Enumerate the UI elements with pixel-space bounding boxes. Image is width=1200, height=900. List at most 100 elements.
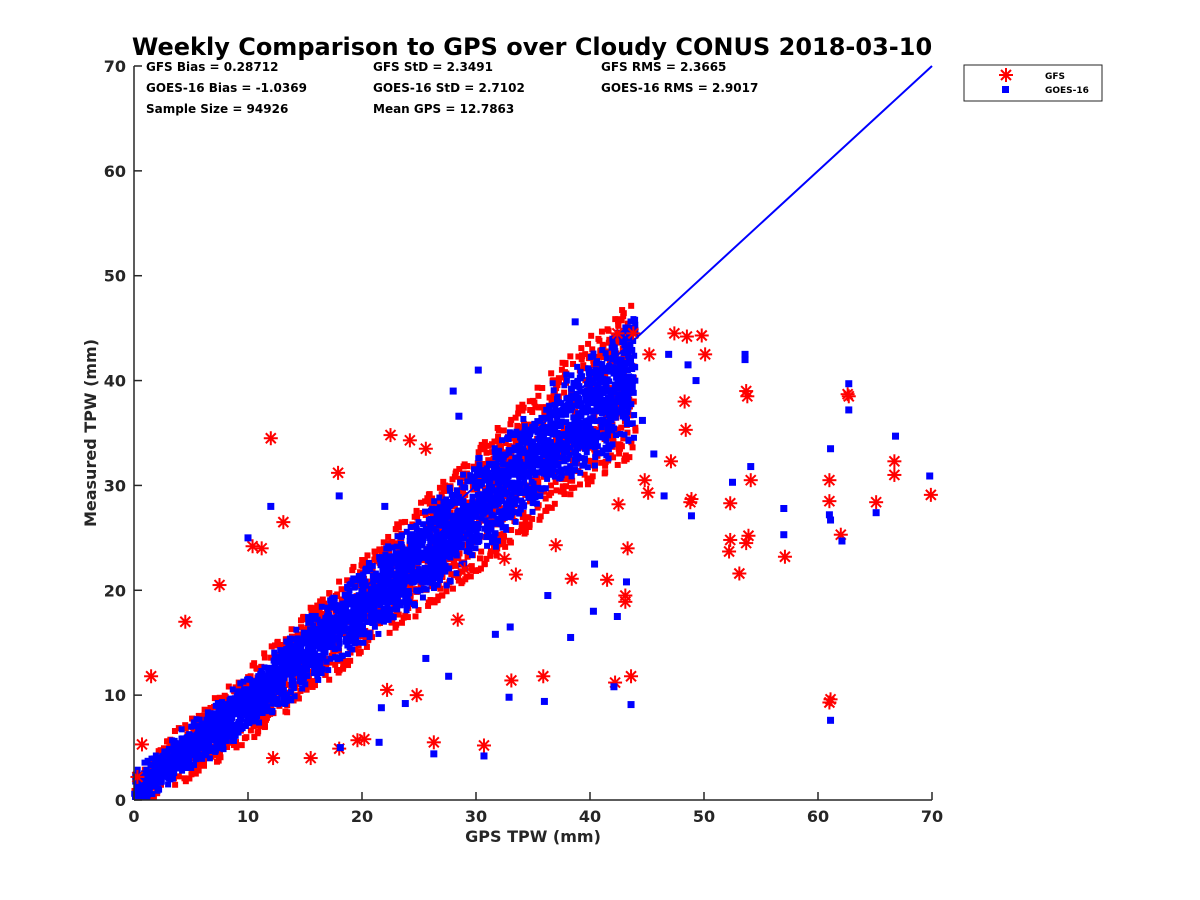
cloud-point-gfs — [214, 758, 221, 765]
cloud-point-gfs — [491, 480, 498, 487]
cloud-point-gfs — [311, 682, 318, 689]
cloud-point-gfs — [458, 580, 465, 587]
cloud-point-goes16 — [369, 572, 376, 579]
cloud-point-goes16 — [531, 456, 538, 463]
cloud-point-goes16 — [591, 462, 598, 469]
cloud-point-goes16 — [602, 380, 609, 387]
cloud-point-goes16 — [528, 478, 535, 485]
goes16-point — [267, 502, 275, 510]
cloud-point-gfs — [548, 504, 555, 511]
cloud-point-gfs — [200, 762, 207, 769]
cloud-point-goes16 — [557, 423, 564, 430]
y-tick-label: 40 — [104, 372, 126, 391]
cloud-point-goes16 — [468, 517, 475, 524]
cloud-point-goes16 — [199, 720, 206, 727]
cloud-point-goes16 — [253, 681, 260, 688]
cloud-point-goes16 — [154, 766, 161, 773]
cloud-point-goes16 — [393, 551, 400, 558]
cloud-point-goes16 — [340, 626, 347, 633]
cloud-point-goes16 — [576, 374, 583, 381]
cloud-point-goes16 — [488, 511, 495, 518]
cloud-point-goes16 — [256, 677, 263, 684]
cloud-point-goes16 — [546, 408, 553, 415]
cloud-point-goes16 — [506, 499, 513, 506]
cloud-point-goes16 — [518, 439, 525, 446]
cloud-point-goes16 — [564, 449, 571, 456]
goes16-point — [741, 356, 749, 364]
cloud-point-goes16 — [163, 768, 170, 775]
cloud-point-goes16 — [543, 406, 550, 413]
cloud-point-goes16 — [447, 533, 454, 540]
cloud-point-gfs — [216, 694, 223, 701]
cloud-point-gfs — [506, 443, 513, 450]
cloud-point-goes16 — [328, 622, 335, 629]
cloud-point-goes16 — [610, 388, 617, 395]
cloud-point-goes16 — [613, 373, 620, 380]
cloud-point-gfs — [440, 478, 447, 485]
cloud-point-goes16 — [377, 554, 384, 561]
cloud-point-goes16 — [452, 551, 459, 558]
cloud-point-goes16 — [583, 391, 590, 398]
cloud-point-goes16 — [249, 691, 256, 698]
cloud-point-gfs — [542, 495, 549, 502]
cloud-point-goes16 — [573, 452, 580, 459]
cloud-point-goes16 — [440, 498, 447, 505]
cloud-point-goes16 — [480, 472, 487, 479]
cloud-point-gfs — [618, 424, 625, 431]
gfs-point — [739, 536, 754, 551]
cloud-point-goes16 — [494, 479, 501, 486]
cloud-point-gfs — [487, 551, 494, 558]
cloud-point-goes16 — [630, 389, 637, 396]
cloud-point-goes16 — [452, 514, 459, 521]
cloud-point-goes16 — [269, 709, 276, 716]
cloud-point-goes16 — [563, 465, 570, 472]
cloud-point-goes16 — [465, 509, 472, 516]
cloud-point-goes16 — [366, 630, 373, 637]
cloud-point-goes16 — [369, 562, 376, 569]
goes16-point — [613, 613, 621, 620]
cloud-point-gfs — [308, 607, 315, 614]
cloud-point-goes16 — [578, 400, 585, 407]
gfs-point — [887, 467, 902, 482]
cloud-point-goes16 — [344, 592, 351, 599]
cloud-point-goes16 — [345, 618, 352, 625]
legend-goes16-label: GOES-16 — [1045, 86, 1089, 96]
cloud-point-goes16 — [488, 539, 495, 546]
cloud-point-goes16 — [458, 544, 465, 551]
cloud-point-gfs — [385, 550, 392, 557]
cloud-point-goes16 — [487, 503, 494, 510]
x-axis-label: GPS TPW (mm) — [465, 827, 601, 846]
cloud-point-goes16 — [623, 409, 630, 416]
cloud-point-goes16 — [324, 613, 331, 620]
cloud-point-goes16 — [619, 413, 626, 420]
cloud-point-gfs — [511, 435, 518, 442]
cloud-point-gfs — [481, 561, 488, 568]
cloud-point-goes16 — [570, 379, 577, 386]
cloud-point-goes16 — [508, 503, 515, 510]
cloud-point-gfs — [598, 328, 605, 335]
cloud-point-goes16 — [591, 370, 598, 377]
cloud-point-gfs — [518, 521, 525, 528]
cloud-point-gfs — [422, 512, 429, 519]
cloud-point-goes16 — [434, 572, 441, 579]
cloud-point-gfs — [413, 508, 420, 515]
cloud-point-gfs — [519, 407, 526, 414]
cloud-point-goes16 — [516, 447, 523, 454]
cloud-point-goes16 — [514, 509, 521, 516]
cloud-point-gfs — [355, 642, 362, 649]
cloud-point-goes16 — [603, 452, 610, 459]
cloud-point-goes16 — [223, 701, 230, 708]
cloud-point-goes16 — [508, 464, 515, 471]
cloud-point-goes16 — [243, 704, 250, 711]
cloud-point-goes16 — [471, 473, 478, 480]
cloud-point-gfs — [549, 398, 556, 405]
cloud-point-goes16 — [586, 367, 593, 374]
cloud-point-goes16 — [448, 528, 455, 535]
cloud-point-goes16 — [486, 475, 493, 482]
cloud-point-goes16 — [352, 583, 359, 590]
cloud-point-goes16 — [400, 587, 407, 594]
goes16-point — [684, 361, 692, 369]
cloud-point-goes16 — [406, 547, 413, 554]
cloud-point-gfs — [241, 735, 248, 742]
cloud-point-goes16 — [337, 621, 344, 628]
